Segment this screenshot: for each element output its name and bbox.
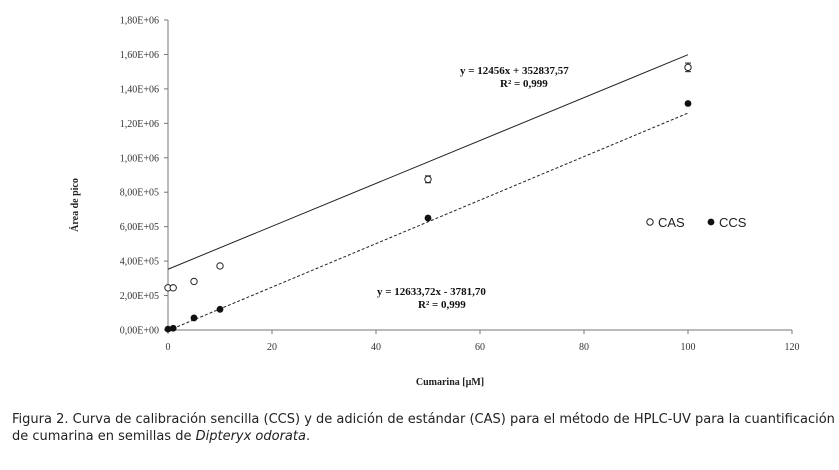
series-ccs [164, 100, 692, 333]
cas-trendline [167, 54, 689, 270]
y-axis-title: Área de pico [69, 178, 81, 232]
caption-species: Dipteryx odorata [195, 429, 306, 444]
cas-equation: y = 12456x + 352837,57 [460, 65, 569, 77]
cas-point [684, 63, 692, 72]
caption-text: Figura 2. Curva de calibración sencilla … [12, 412, 835, 444]
legend: CAS CCS [646, 215, 747, 230]
calibration-chart: 0,00E+00 2,00E+05 4,00E+05 6,00E+05 8,00E+05… [69, 16, 800, 389]
ccs-point [216, 305, 224, 313]
y-axis: 0,00E+00 2,00E+05 4,00E+05 6,00E+05 8,00E+05… [120, 16, 169, 337]
y-tick-label: 6,00E+05 [120, 222, 159, 233]
cas-point [424, 175, 432, 184]
figure-caption: Figura 2. Curva de calibración sencilla … [12, 411, 837, 445]
x-tick-label: 60 [475, 342, 485, 353]
ccs-equation: y = 12633,72x - 3781,70 [377, 286, 486, 298]
ccs-point [424, 214, 432, 222]
y-tick-label: 1,60E+06 [120, 50, 159, 61]
x-tick-label: 20 [267, 342, 277, 353]
x-tick-label: 100 [681, 342, 696, 353]
ccs-point [169, 324, 177, 332]
legend-cas-marker [646, 218, 654, 226]
y-tick-label: 0,00E+00 [120, 326, 159, 337]
y-tick-label: 1,40E+06 [120, 84, 159, 95]
y-tick-label: 1,00E+06 [120, 153, 159, 164]
y-tick-label: 4,00E+05 [120, 257, 159, 268]
legend-ccs-marker [707, 218, 715, 226]
x-tick-label: 40 [371, 342, 381, 353]
ccs-point [190, 314, 198, 322]
legend-cas-label: CAS [658, 215, 685, 230]
y-tick-label: 1,20E+06 [120, 119, 159, 130]
series-cas [164, 54, 692, 292]
x-axis: 0 20 40 60 80 100 120 [166, 329, 800, 353]
ccs-point [164, 325, 172, 333]
cas-r2: R² = 0,999 [500, 78, 548, 90]
x-axis-title: Cumarina [µM] [416, 377, 484, 388]
ccs-point [684, 100, 692, 107]
ccs-r2: R² = 0,999 [418, 299, 466, 311]
x-tick-label: 80 [579, 342, 589, 353]
caption-end: . [305, 429, 311, 444]
ccs-trendline [167, 112, 689, 332]
cas-point [190, 277, 198, 286]
x-tick-label: 120 [785, 342, 800, 353]
cas-point [216, 262, 224, 270]
y-tick-label: 2,00E+05 [120, 291, 159, 302]
cas-point [169, 284, 177, 292]
x-tick-label: 0 [166, 342, 171, 353]
y-tick-label: 8,00E+05 [120, 188, 159, 199]
legend-ccs-label: CCS [719, 215, 747, 230]
y-tick-label: 1,80E+06 [120, 16, 159, 27]
